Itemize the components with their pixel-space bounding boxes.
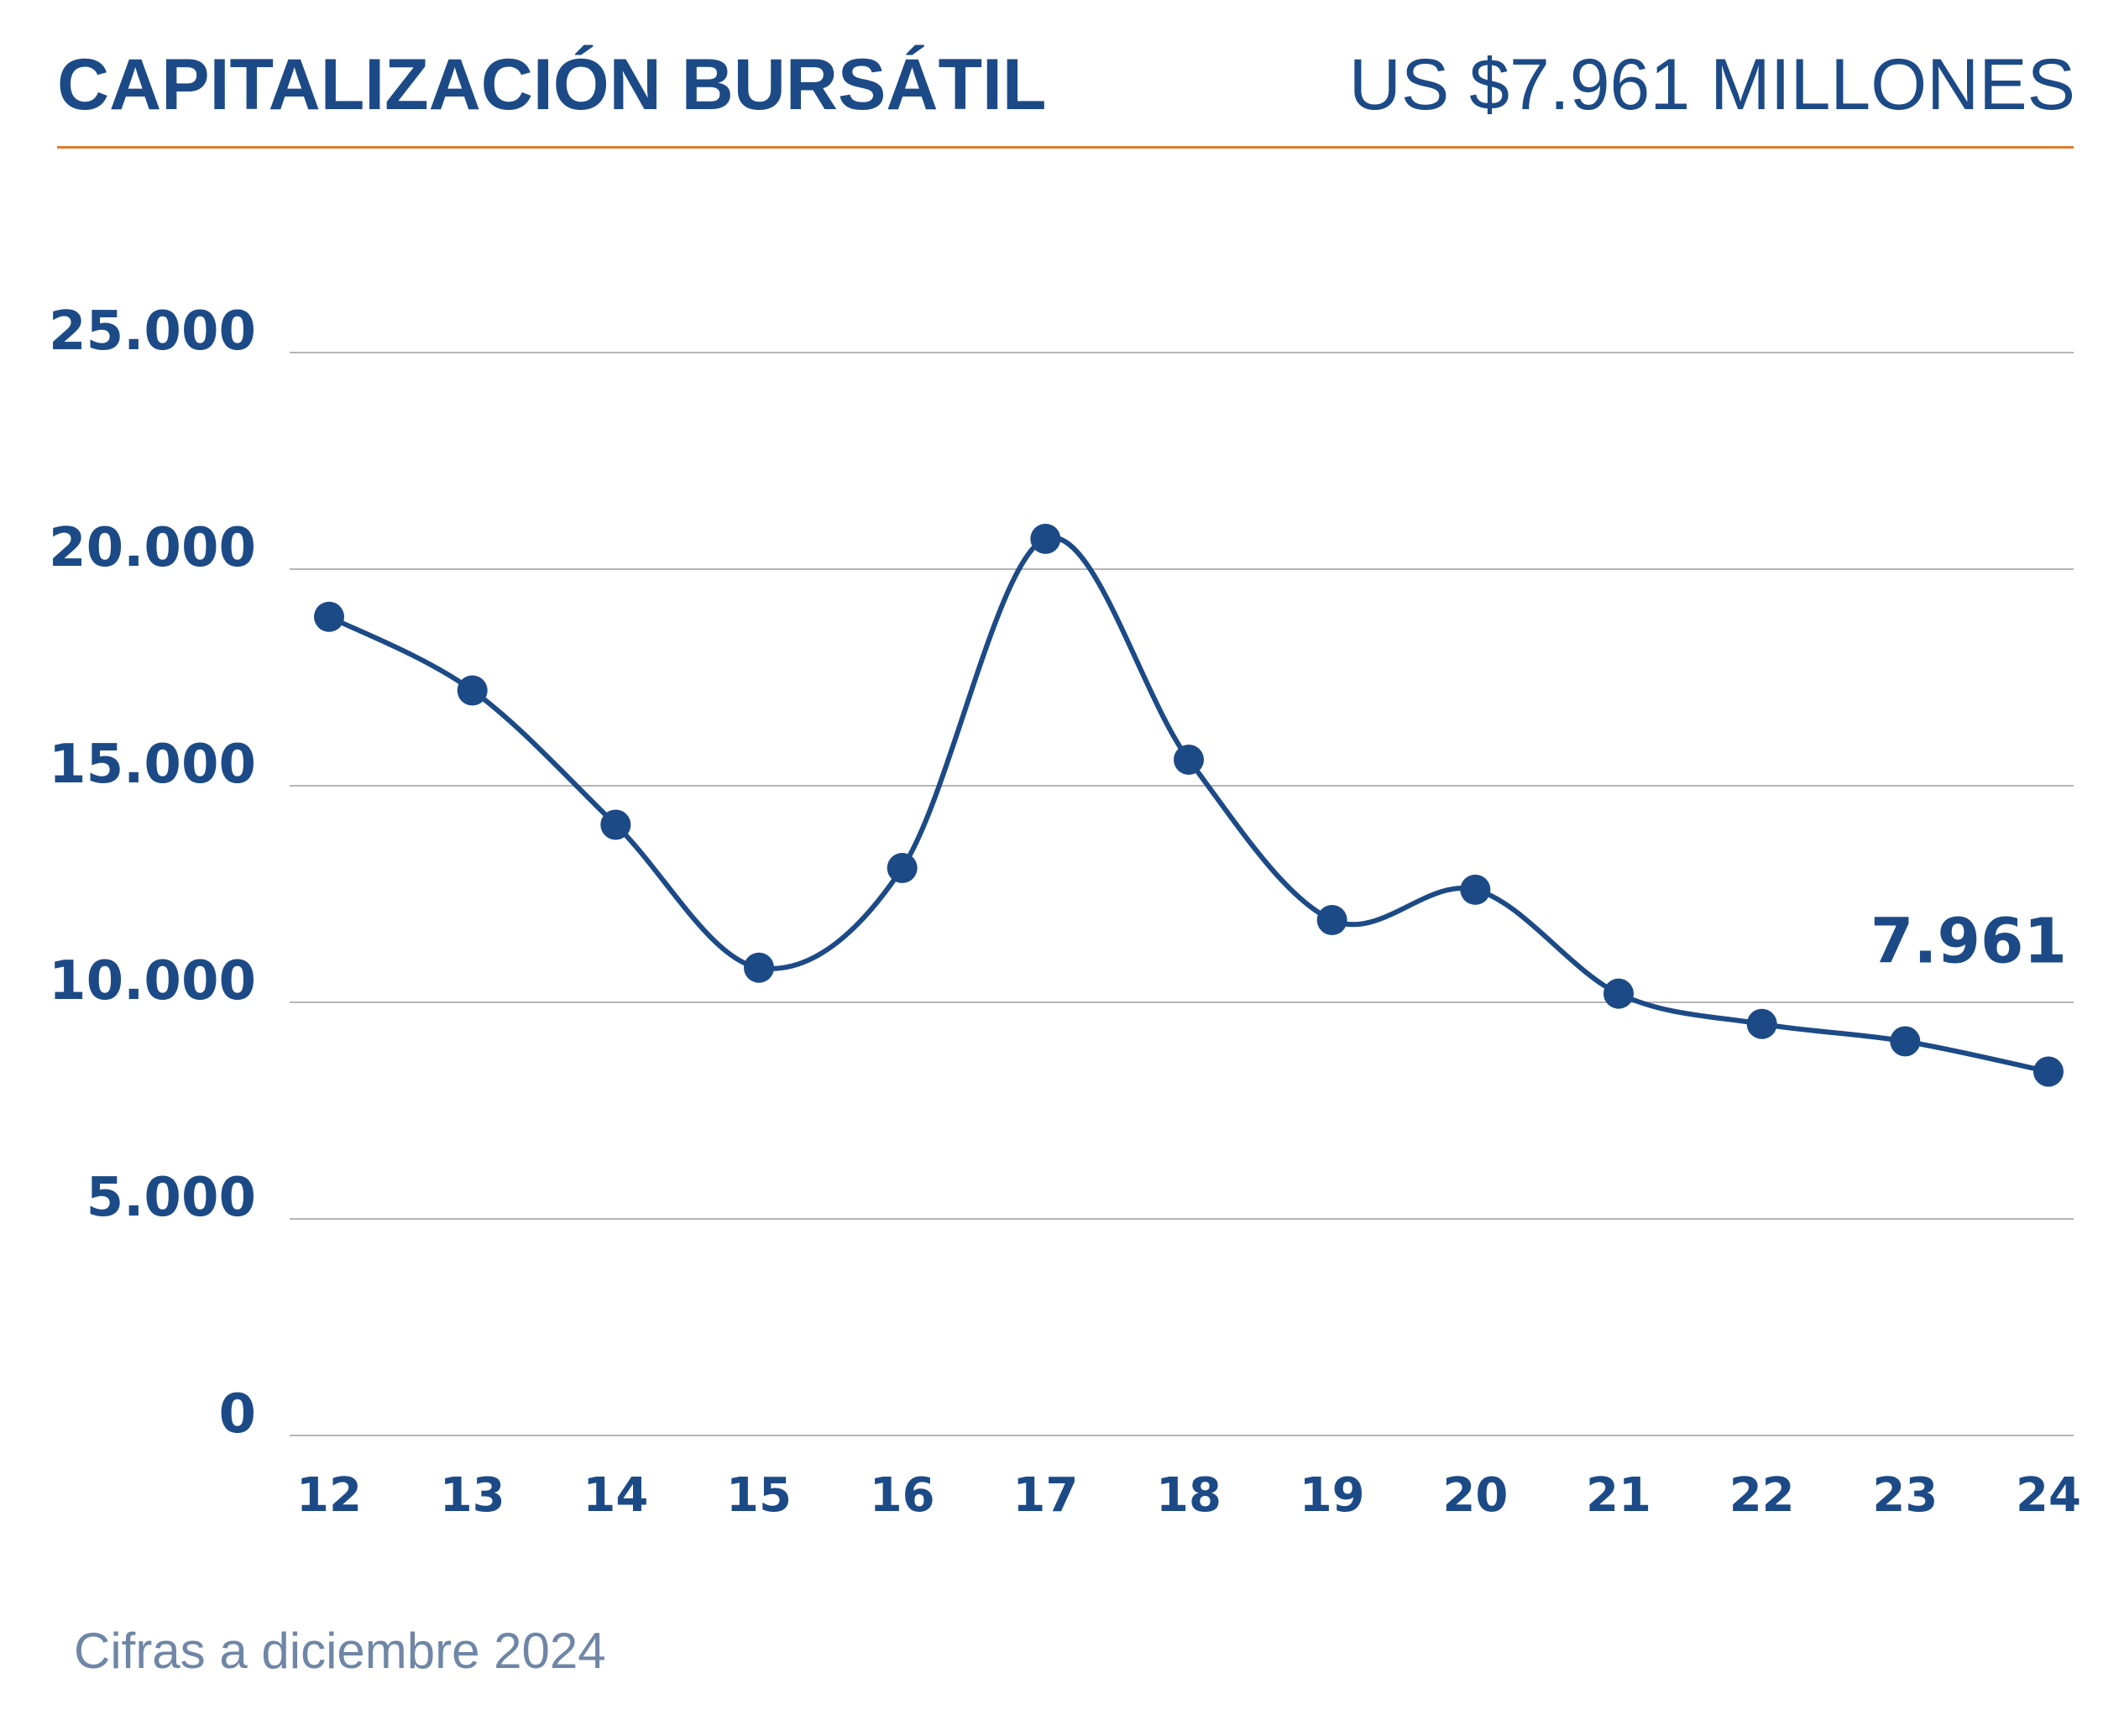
x-tick-label: 18 — [1156, 1468, 1222, 1523]
x-axis-ticks: 12 13 14 15 16 17 18 19 20 21 22 23 24 — [296, 1468, 2081, 1523]
series-points — [314, 523, 2064, 1087]
series-line-group — [327, 535, 2051, 1075]
x-tick-label: 14 — [583, 1468, 648, 1523]
data-point — [1460, 874, 1491, 905]
data-point — [1030, 523, 1061, 554]
footnote: Cifras a diciembre 2024 — [74, 1623, 606, 1679]
data-point — [744, 952, 774, 983]
data-point — [314, 601, 344, 632]
x-tick-label: 19 — [1300, 1468, 1365, 1523]
y-tick-label: 5.000 — [86, 1167, 256, 1229]
x-tick-label: 15 — [726, 1468, 792, 1523]
x-tick-label: 13 — [440, 1468, 505, 1523]
x-tick-label: 17 — [1012, 1468, 1078, 1523]
header-divider — [57, 146, 2074, 149]
x-tick-label: 16 — [870, 1468, 935, 1523]
annotations: 7.961 — [1870, 906, 2067, 978]
data-label: 7.961 — [1870, 906, 2067, 978]
data-point — [887, 853, 918, 884]
headline-value: US $7.961 MILLONES — [1348, 44, 2075, 125]
data-point — [2033, 1056, 2064, 1087]
y-tick-label: 0 — [218, 1383, 256, 1446]
x-tick-label: 20 — [1442, 1468, 1508, 1523]
data-point — [1603, 978, 1634, 1009]
data-point — [1174, 745, 1204, 776]
y-tick-label: 20.000 — [49, 517, 256, 579]
y-tick-label: 15.000 — [49, 734, 256, 796]
y-axis-ticks: 0 5.000 10.000 15.000 20.000 25.000 — [49, 301, 256, 1446]
x-tick-label: 21 — [1586, 1468, 1651, 1523]
data-point — [1316, 904, 1347, 935]
x-tick-label: 23 — [1872, 1468, 1938, 1523]
grid-lines — [290, 352, 2074, 1436]
x-tick-label: 24 — [2016, 1468, 2081, 1523]
data-point — [1746, 1008, 1777, 1039]
y-tick-label: 10.000 — [49, 950, 256, 1012]
series-line — [327, 535, 2051, 1075]
data-point — [457, 675, 488, 706]
x-tick-label: 22 — [1729, 1468, 1795, 1523]
y-tick-label: 25.000 — [49, 301, 256, 363]
data-point — [600, 809, 631, 840]
data-point — [1890, 1026, 1921, 1057]
x-tick-label: 12 — [296, 1468, 362, 1523]
chart-title: CAPITALIZACIÓN BURSÁTIL — [57, 44, 1047, 125]
